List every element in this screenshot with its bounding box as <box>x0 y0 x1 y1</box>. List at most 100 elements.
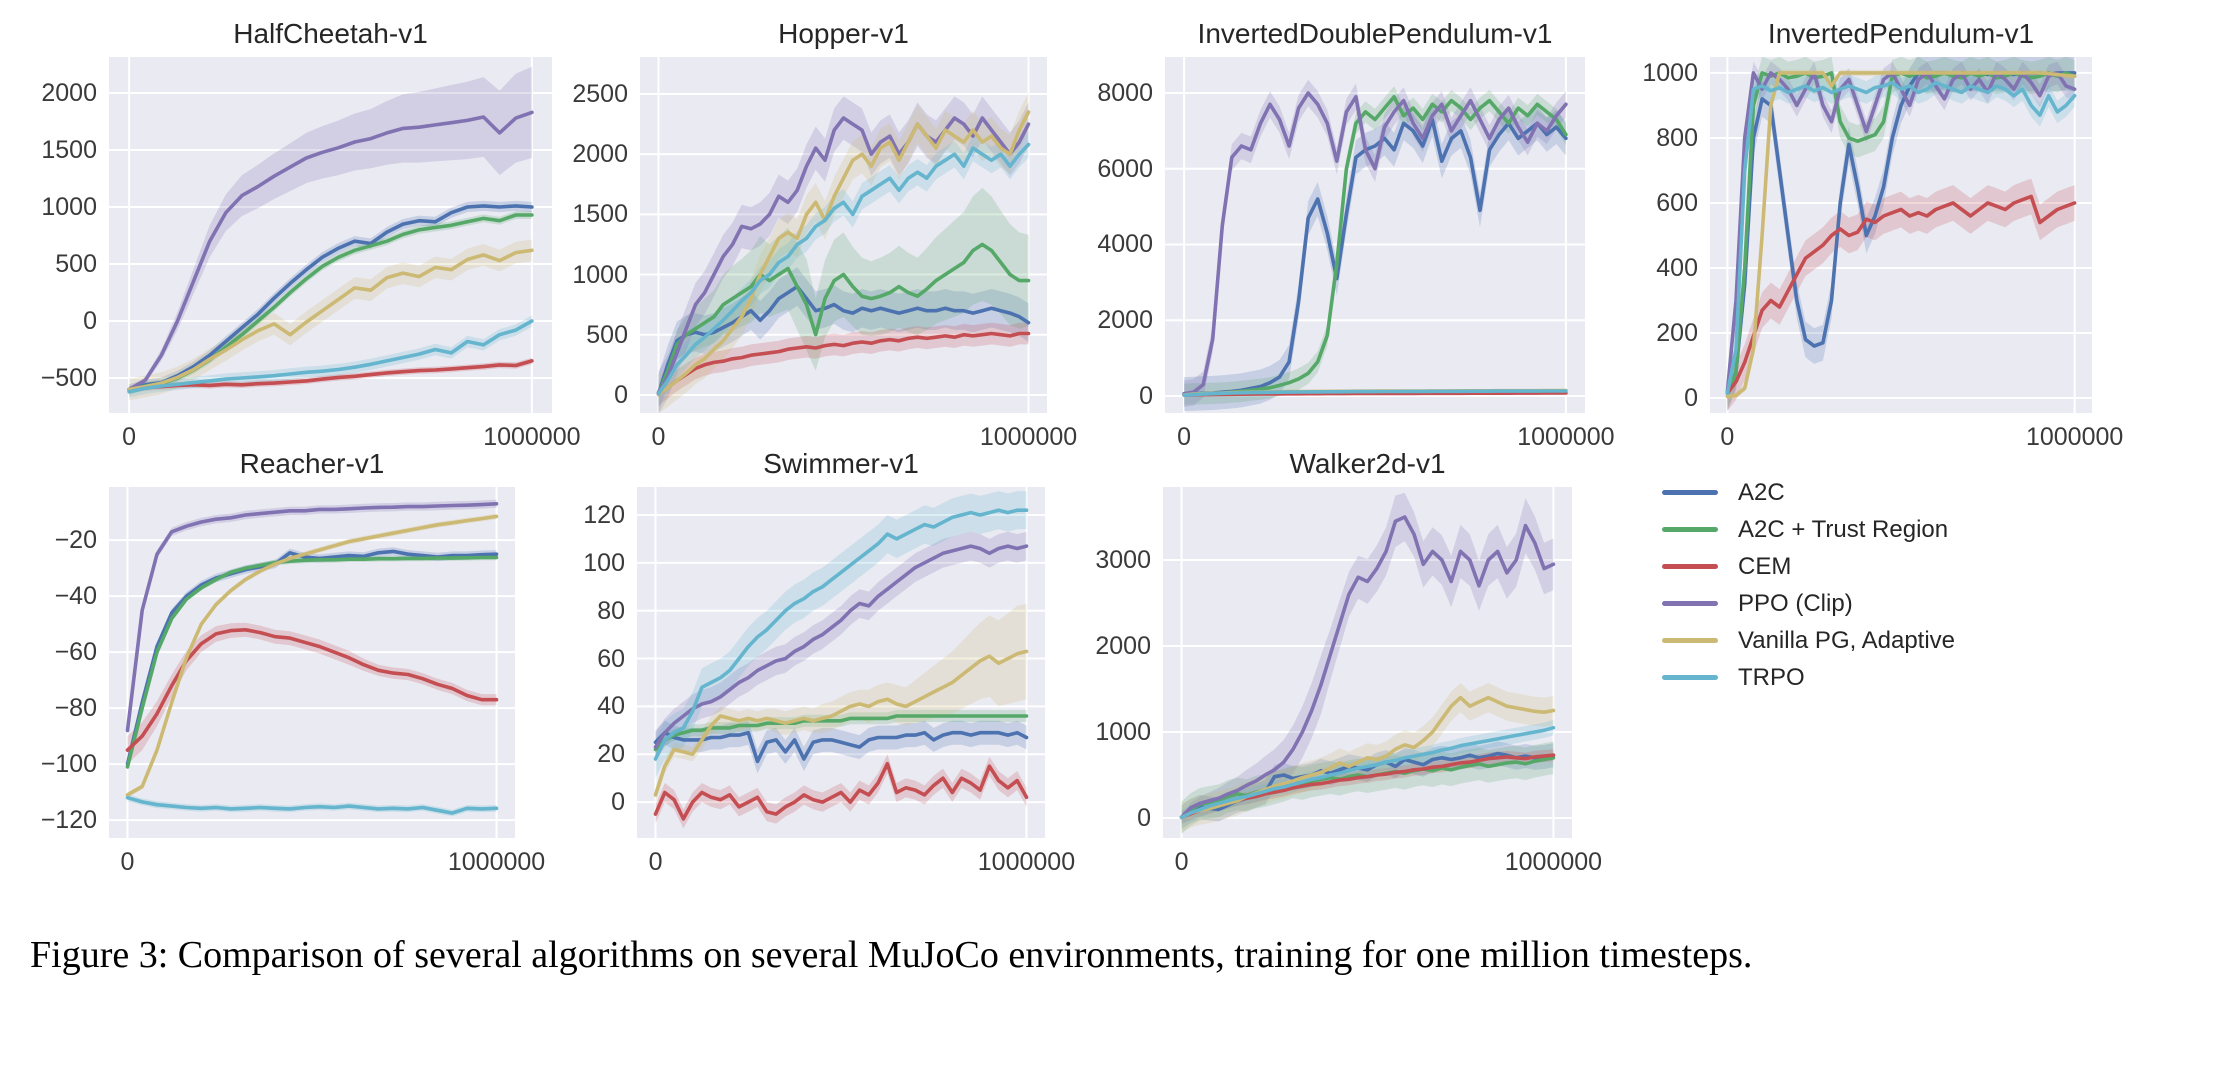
x-tick-label: 0 <box>1177 423 1192 451</box>
series-line-cem <box>656 331 1031 397</box>
x-tick-label: 0 <box>120 848 135 876</box>
plot-title: HalfCheetah-v1 <box>233 18 428 49</box>
y-tick-label: 40 <box>597 692 625 721</box>
y-tick-label: 2000 <box>572 140 628 169</box>
legend-item: Vanilla PG, Adaptive <box>1662 622 2142 659</box>
series-line-trpo <box>127 319 534 394</box>
legend-item: A2C <box>1662 474 2142 511</box>
legend-item: TRPO <box>1662 659 2142 696</box>
plot-title: InvertedPendulum-v1 <box>1767 18 2035 49</box>
series-band-a2c <box>1727 57 2075 411</box>
series-line-a2c <box>127 204 534 392</box>
series-line-ppo-clip- <box>127 110 534 392</box>
series-band-a2c-trust-region <box>655 710 1027 756</box>
series-band-a2c <box>1184 102 1566 412</box>
y-tick-label: 200 <box>1656 319 1698 348</box>
legend-swatch-line <box>1662 490 1718 495</box>
y-tick-label: −100 <box>40 750 97 779</box>
series-line-cem <box>653 761 1029 821</box>
series-band-trpo <box>129 315 532 398</box>
series-group <box>1182 79 1568 412</box>
series-band-ppo-clip- <box>129 66 532 392</box>
series-line-a2c-trust-region <box>125 555 499 769</box>
legend-swatch-line <box>1662 601 1718 606</box>
subplot-reacher-v1: Reacher-v1 −120 −100 −80 −60 −40 −20 0 1000000 <box>0 445 546 886</box>
y-tick-label: 4000 <box>1097 230 1153 259</box>
series-band-cem <box>127 622 497 765</box>
legend-item: PPO (Clip) <box>1662 585 2142 622</box>
y-tick-label: 0 <box>614 380 628 409</box>
plot-title: Hopper-v1 <box>778 18 909 49</box>
y-tick-label: 3000 <box>1095 546 1151 574</box>
series-line-trpo <box>1179 725 1556 820</box>
subplot-halfcheetah-v1: HalfCheetah-v1 −500 0 500 1000 1500 2000 0 10000… <box>0 15 581 461</box>
series-line-vanilla-pg-adaptive <box>125 514 499 797</box>
series-band-vanilla-pg-adaptive <box>655 603 1027 803</box>
series-line-trpo <box>125 795 499 815</box>
x-tick-label: 1000000 <box>1517 423 1615 451</box>
legend-label: Vanilla PG, Adaptive <box>1738 626 1956 654</box>
plot-background <box>1163 487 1572 838</box>
y-tick-label: 500 <box>55 250 97 278</box>
x-tick-label: 0 <box>1174 848 1189 876</box>
x-tick-label: 0 <box>648 848 663 876</box>
series-group <box>656 92 1031 413</box>
legend-label: A2C + Trust Region <box>1738 515 1949 543</box>
series-line-trpo <box>656 142 1031 396</box>
y-tick-label: −500 <box>40 364 97 392</box>
legend-swatch-line <box>1662 564 1718 569</box>
x-tick-label: 0 <box>1720 423 1735 451</box>
figure-caption: Figure 3: Comparison of several algorith… <box>30 934 1753 976</box>
legend-item: A2C + Trust Region <box>1662 511 2142 548</box>
series-band-vanilla-pg-adaptive <box>658 92 1029 413</box>
y-tick-label: 8000 <box>1097 78 1153 107</box>
y-tick-label: −120 <box>40 806 97 835</box>
y-tick-label: 1500 <box>572 200 628 229</box>
y-tick-label: 2000 <box>1095 631 1151 660</box>
series-band-a2c-trust-region <box>658 187 1029 398</box>
series-band-cem <box>1727 178 2075 411</box>
series-group <box>125 499 499 817</box>
series-line-a2c <box>656 284 1031 396</box>
plot-canvas <box>109 57 552 413</box>
y-tick-label: 1000 <box>41 193 97 221</box>
y-tick-label: 100 <box>583 548 625 577</box>
x-tick-label: 1000000 <box>979 423 1078 451</box>
series-line-trpo <box>653 508 1029 761</box>
subplot-swimmer-v1: Swimmer-v1 0 20 40 60 80 100 120 0 1000000 <box>527 445 1075 886</box>
y-tick-label: 0 <box>611 788 625 817</box>
series-line-ppo-clip- <box>1179 515 1556 819</box>
legend-label: TRPO <box>1738 663 1805 691</box>
series-line-trpo <box>1725 80 2077 396</box>
y-tick-label: 80 <box>597 596 625 625</box>
y-tick-label: 1000 <box>572 260 628 289</box>
series-band-ppo-clip- <box>1181 492 1554 819</box>
plot-title: Swimmer-v1 <box>763 448 919 479</box>
x-tick-label: 1000000 <box>1504 848 1603 876</box>
series-line-ppo-clip- <box>125 501 499 733</box>
y-tick-label: −20 <box>54 526 97 555</box>
x-tick-label: 1000000 <box>447 848 546 876</box>
y-tick-label: 600 <box>1656 188 1698 217</box>
x-tick-label: 1000000 <box>977 848 1076 876</box>
series-line-vanilla-pg-adaptive <box>1725 71 2077 399</box>
series-group <box>1725 57 2077 411</box>
series-band-a2c-trust-region <box>1184 86 1566 405</box>
y-tick-label: 1000 <box>1095 717 1151 746</box>
series-line-cem <box>125 628 499 752</box>
series-band-a2c <box>129 200 532 395</box>
series-line-cem <box>127 359 534 392</box>
subplot-invertedpendulum-v1: InvertedPendulum-v1 0 200 400 600 800 1000 0 100… <box>1600 15 2123 461</box>
series-line-vanilla-pg-adaptive <box>653 649 1029 797</box>
y-tick-label: 60 <box>597 644 625 673</box>
y-tick-label: −60 <box>54 638 97 667</box>
plot-background <box>109 487 515 838</box>
y-tick-label: 2000 <box>1097 306 1153 335</box>
y-tick-label: 2000 <box>41 79 97 108</box>
plot-title: Walker2d-v1 <box>1289 448 1446 479</box>
series-band-trpo <box>1727 71 2075 405</box>
legend-item: CEM <box>1662 548 2142 585</box>
y-tick-label: 400 <box>1656 253 1698 282</box>
y-tick-label: 0 <box>1137 803 1151 832</box>
